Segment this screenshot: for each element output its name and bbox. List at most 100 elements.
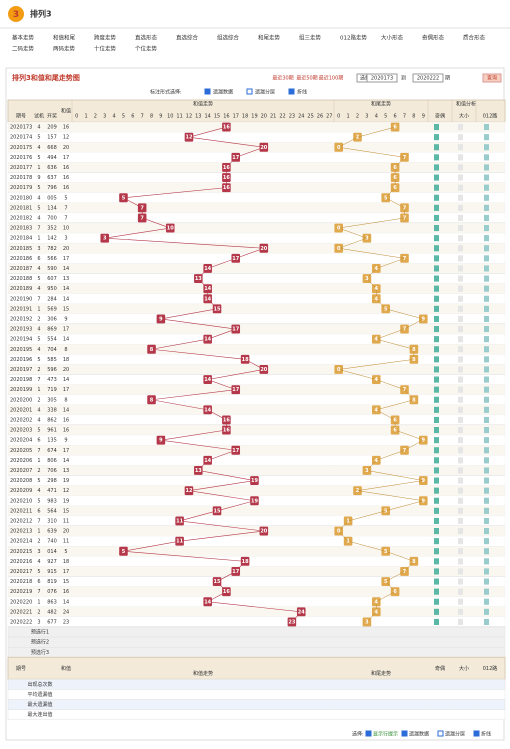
sum-ball-label: 14 — [204, 296, 211, 302]
row-bg — [7, 404, 506, 416]
analysis-cell — [484, 477, 489, 484]
analysis-cell — [484, 558, 489, 565]
analysis-cell — [458, 164, 463, 171]
draw-number: 310 — [47, 518, 57, 524]
col-head: 和值 — [61, 108, 71, 115]
draw-number: 352 — [47, 226, 57, 232]
sum-col-head: 6 — [131, 114, 134, 120]
analysis-cell — [458, 174, 463, 181]
test-number: 3 — [37, 246, 40, 252]
analysis-cell — [484, 245, 489, 252]
analysis-cell — [458, 326, 463, 333]
analysis-cell — [458, 255, 463, 262]
draw-number: 637 — [47, 175, 57, 181]
checkbox[interactable] — [401, 730, 408, 737]
analysis-cell — [484, 346, 489, 353]
analysis-cell — [484, 336, 489, 343]
tail-ball-label: 9 — [422, 478, 426, 484]
sum-ball-label: 9 — [159, 438, 163, 444]
analysis-cell — [484, 588, 489, 595]
issue: 2020195 — [10, 347, 32, 353]
nav-tab[interactable]: 十位走势 — [94, 45, 117, 53]
issue: 2020187 — [10, 266, 32, 272]
nav-tab[interactable]: 直选形态 — [135, 34, 158, 42]
checkbox[interactable] — [204, 88, 211, 95]
draw-number: 863 — [47, 599, 57, 605]
checkbox[interactable] — [473, 730, 480, 737]
analysis-cell — [434, 447, 439, 454]
end-input[interactable] — [412, 73, 444, 83]
analysis-cell — [458, 134, 463, 141]
pre-row — [7, 636, 506, 648]
nav-tab[interactable]: 和尾走势 — [258, 34, 281, 42]
nav-tab[interactable]: 直选综合 — [176, 34, 199, 42]
tail-ball-label: 9 — [422, 498, 426, 504]
draw-number: 142 — [47, 236, 57, 242]
nav-tab[interactable]: 个位走势 — [135, 45, 158, 53]
tail-ball-label: 4 — [375, 266, 379, 272]
nav-tab[interactable]: 和值和尾 — [53, 34, 76, 42]
query-button[interactable] — [482, 73, 502, 83]
nav-tab[interactable]: 两码走势 — [53, 45, 76, 53]
draw-number: 862 — [47, 417, 57, 423]
row-bg — [7, 192, 506, 203]
analysis-cell — [484, 507, 489, 514]
analysis-cell — [458, 618, 463, 625]
analysis-cell — [458, 184, 463, 191]
tail-ball-label: 7 — [403, 387, 407, 393]
sum-value: 15 — [63, 508, 69, 514]
row-bg — [7, 445, 506, 456]
nav-tab[interactable]: 组三走势 — [299, 34, 322, 42]
tail-ball-label: 7 — [403, 569, 407, 575]
tail-col-head: 0 — [337, 114, 340, 120]
checkbox[interactable] — [365, 730, 372, 737]
analysis-cell — [484, 618, 489, 625]
row-bg — [7, 354, 506, 365]
tail-ball-label: 3 — [365, 619, 369, 625]
draw-number: 668 — [47, 145, 57, 151]
nav-tab[interactable]: 大小形态 — [381, 34, 404, 42]
nav-tab[interactable]: 组选综合 — [217, 34, 240, 42]
analysis-cell — [458, 528, 463, 535]
sum-ball-label: 10 — [167, 226, 174, 232]
analysis-cell — [458, 477, 463, 484]
nav-tab[interactable]: 奇偶形态 — [422, 34, 445, 42]
tail-ball-label: 0 — [337, 145, 341, 151]
checkbox[interactable] — [288, 88, 295, 95]
sum-ball-label: 18 — [242, 559, 249, 565]
row-bg — [7, 374, 506, 385]
filter-link[interactable]: 最近50期 — [296, 75, 317, 82]
filter-link[interactable]: 最近100期 — [319, 75, 344, 82]
col-head: 大小 — [459, 113, 469, 120]
draw-number: 782 — [47, 246, 57, 252]
sum-col-head: 20 — [261, 114, 267, 120]
sum-value: 20 — [63, 529, 69, 535]
analysis-cell — [458, 467, 463, 474]
analysis-cell — [434, 457, 439, 464]
test-number: 5 — [37, 569, 40, 575]
nav-tab[interactable]: 基本走势 — [12, 34, 35, 42]
sum-value: 24 — [63, 609, 69, 615]
row-bg — [7, 455, 506, 466]
checkbox[interactable] — [437, 730, 444, 737]
nav-tab[interactable]: 二码走势 — [12, 45, 35, 53]
nav-tab[interactable]: 跨度走势 — [94, 34, 117, 42]
start-text: 2020173 — [371, 76, 393, 82]
group-head: 和值走势 — [193, 670, 213, 677]
analysis-cell — [458, 568, 463, 575]
tail-ball-label: 1 — [346, 539, 350, 545]
start-input[interactable] — [366, 73, 398, 83]
analysis-cell — [434, 164, 439, 171]
control-option: 遗漏分层 — [255, 89, 275, 96]
nav-tab[interactable]: 012路走势 — [340, 34, 367, 42]
issue: 2020196 — [10, 357, 32, 363]
checkbox[interactable] — [246, 88, 253, 95]
filter-link[interactable]: 最近30期 — [272, 75, 293, 82]
col-head: 开奖 — [47, 113, 57, 120]
analysis-cell — [434, 124, 439, 131]
tail-ball-label: 5 — [384, 579, 388, 585]
draw-number: 806 — [47, 458, 57, 464]
nav-tab[interactable]: 质合形态 — [463, 34, 486, 42]
draw-number: 590 — [47, 266, 57, 272]
issue: 2020205 — [10, 448, 32, 454]
